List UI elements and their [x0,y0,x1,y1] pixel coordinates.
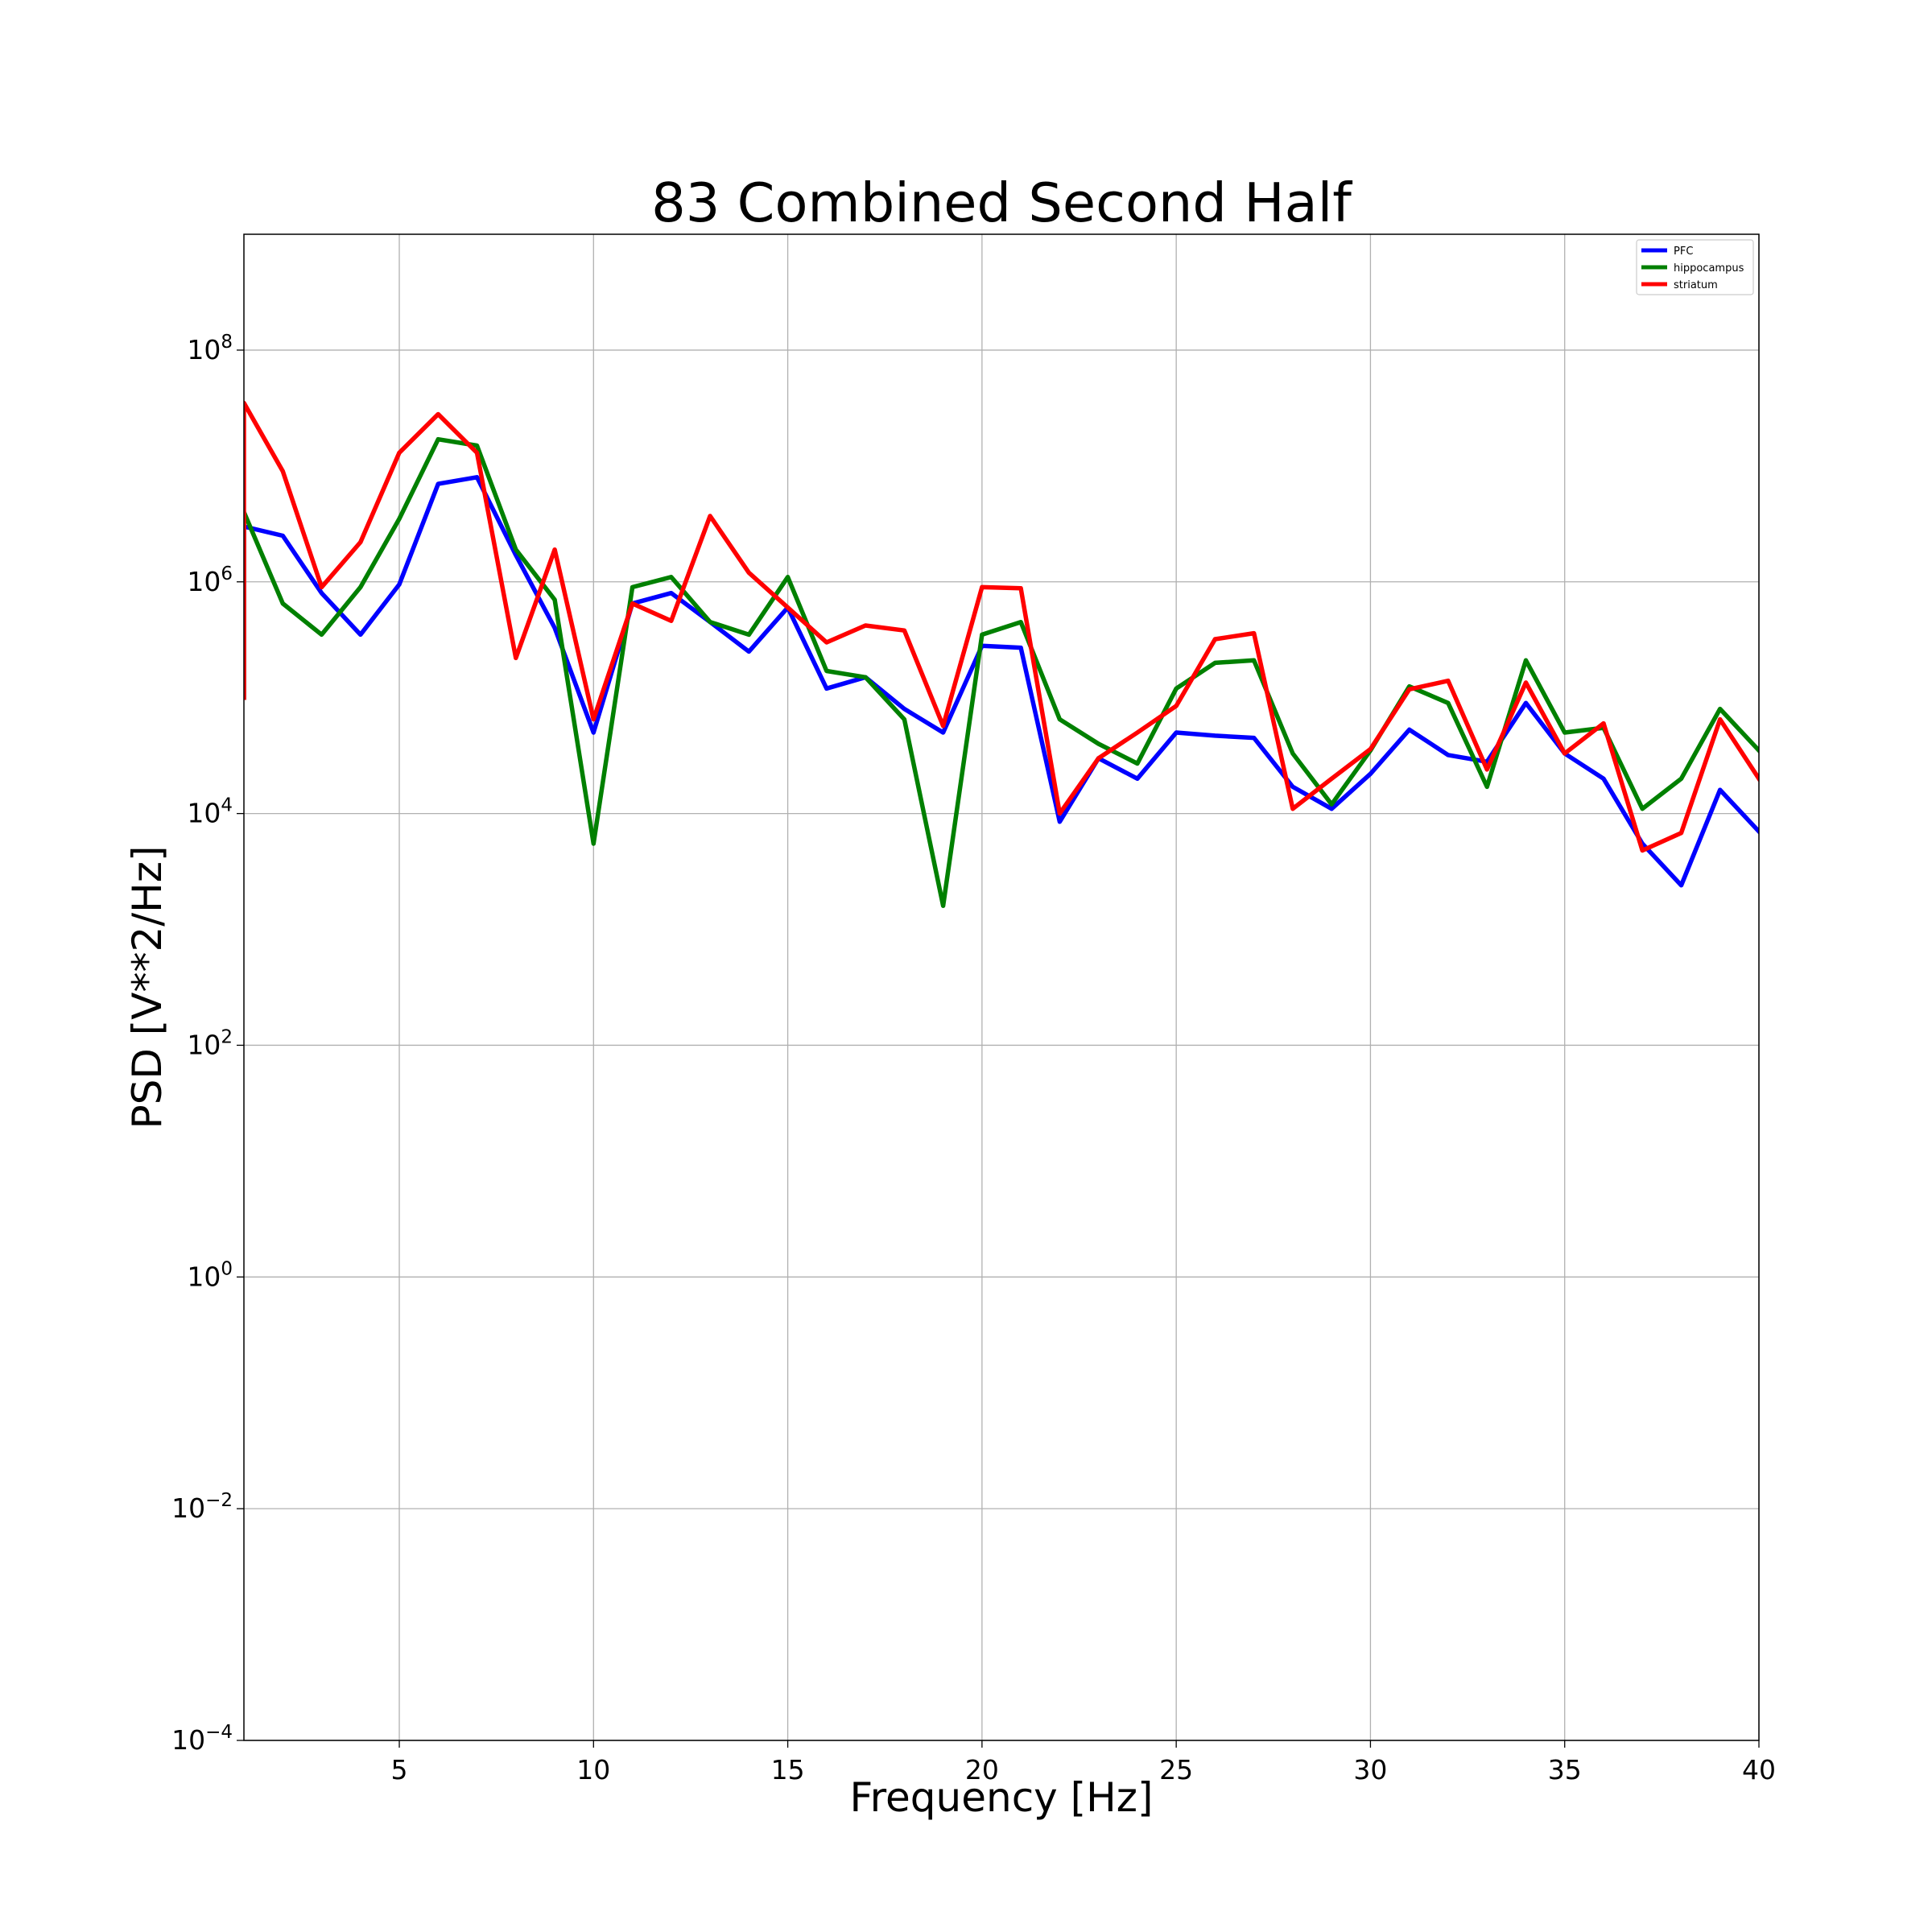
legend-box [1636,239,1754,295]
y-tick-label: 106 [187,564,233,597]
legend-label-pfc: PFC [1674,246,1693,258]
x-tick-label: 15 [771,1754,805,1785]
y-axis-label: PSD [V**2/Hz] [124,845,171,1129]
series-line-striatum [244,400,1759,853]
x-tick-label: 40 [1742,1754,1776,1785]
chart-title: 83 Combined Second Half [651,171,1352,234]
legend: PFC hippocampus striatum [1636,239,1754,295]
y-tick-label: 102 [187,1026,233,1060]
x-tick-label: 10 [576,1754,610,1785]
y-axis-ticks: 10−4 10−2 100 102 104 106 108 [171,332,244,1756]
x-tick-label: 20 [965,1754,999,1785]
x-tick-label: 25 [1159,1754,1193,1785]
x-tick-label: 5 [391,1754,408,1785]
legend-label-striatum: striatum [1674,279,1718,291]
plot-frame [243,233,1760,1741]
y-tick-label: 108 [187,332,233,365]
y-tick-label: 10−4 [171,1722,233,1756]
series-lines [244,400,1759,908]
legend-label-hippocampus: hippocampus [1674,262,1744,275]
x-axis-ticks: 5 10 15 20 25 30 35 40 [391,1740,1776,1785]
y-tick-label: 10−2 [171,1490,233,1524]
x-tick-label: 30 [1353,1754,1387,1785]
x-axis-label: Frequency [Hz] [849,1774,1153,1821]
y-tick-label: 104 [187,795,233,829]
x-tick-label: 35 [1548,1754,1582,1785]
y-tick-label: 100 [187,1258,233,1292]
